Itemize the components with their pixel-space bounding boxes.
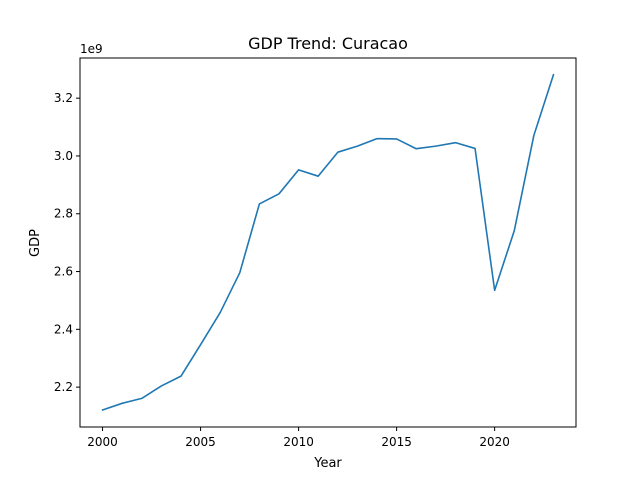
chart-title: GDP Trend: Curacao xyxy=(248,34,408,53)
x-tick-label: 2010 xyxy=(283,435,314,449)
y-tick-label: 2.2 xyxy=(54,380,73,394)
y-axis-offset-label: 1e9 xyxy=(80,42,103,56)
series-group xyxy=(101,73,555,411)
y-tick-label: 2.8 xyxy=(54,207,73,221)
plot-frame xyxy=(79,57,577,428)
y-axis-label: GDP xyxy=(28,229,43,257)
x-tick-label: 2015 xyxy=(381,435,412,449)
y-tick-label: 2.6 xyxy=(54,265,73,279)
x-tick-label: 2000 xyxy=(87,435,118,449)
x-axis: 2000 2005 2010 2015 2020 xyxy=(87,427,510,449)
y-tick-label: 3.2 xyxy=(54,91,73,105)
gdp-series-line xyxy=(101,73,555,411)
y-tick-label: 3.0 xyxy=(54,149,73,163)
x-tick-label: 2020 xyxy=(479,435,510,449)
y-axis: 2.2 2.4 2.6 2.8 3.0 3.2 xyxy=(54,91,80,394)
x-tick-label: 2005 xyxy=(185,435,216,449)
y-tick-label: 2.4 xyxy=(54,322,73,336)
x-axis-label: Year xyxy=(313,456,342,471)
